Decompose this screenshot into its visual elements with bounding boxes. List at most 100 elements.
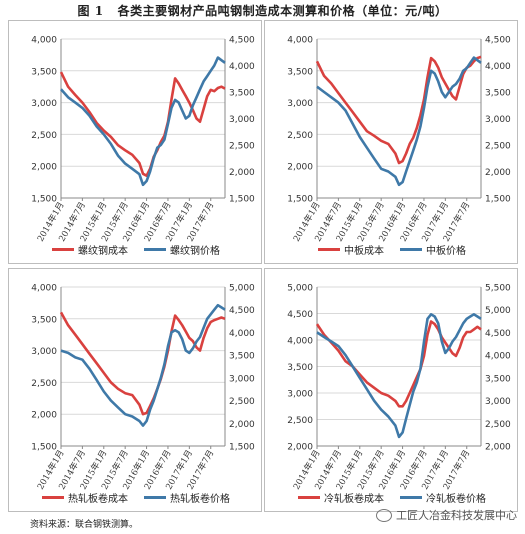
right-axis-tick-label: 4,500 <box>229 36 255 46</box>
legend-swatch-price <box>144 248 166 251</box>
left-axis-tick-label: 3,000 <box>287 99 313 109</box>
left-axis-tick-label: 2,500 <box>31 131 57 141</box>
series-line-price <box>60 56 226 187</box>
watermark: 工匠人冶金科技发展中心 <box>376 507 517 523</box>
chart-legend: 螺纹钢成本 螺纹钢价格 <box>9 242 263 257</box>
wechat-icon <box>376 508 392 522</box>
chart-legend: 冷轧板卷成本 冷轧板卷价格 <box>265 490 519 505</box>
figure-number: 图 1 <box>77 4 104 18</box>
right-axis-tick-label: 2,000 <box>485 168 511 178</box>
chart-legend: 中板成本 中板价格 <box>265 242 519 257</box>
series-line-price <box>316 56 482 187</box>
legend-label-cost: 冷轧板卷成本 <box>324 494 384 505</box>
chart-panel-medium-plate: 1,500 2,000 2,500 3,000 3,500 4,000 1,500 2,000… <box>264 20 518 264</box>
legend-swatch-cost <box>318 248 340 251</box>
chart-panel-cold-rolled: 2,000 2,500 3,000 3,500 4,000 4,500 5,000 2,000… <box>264 268 518 512</box>
legend-label-cost: 螺纹钢成本 <box>78 246 128 257</box>
legend-label-price: 冷轧板卷价格 <box>426 494 486 505</box>
left-axis-tick-label: 3,500 <box>287 67 313 77</box>
left-axis-tick-label: 2,000 <box>287 163 313 173</box>
right-axis-tick-label: 2,000 <box>229 420 255 430</box>
legend-swatch-cost <box>298 496 320 499</box>
legend-swatch-cost <box>42 496 64 499</box>
left-axis-tick-label: 2,500 <box>31 379 57 389</box>
legend-item-cost: 冷轧板卷成本 <box>298 490 384 505</box>
left-axis-tick-label: 4,000 <box>287 36 313 46</box>
right-axis-tick-label: 3,000 <box>229 374 255 384</box>
figure-title: 图 1 各类主要钢材产品吨钢制造成本测算和价格（单位：元/吨） <box>0 2 525 19</box>
right-axis-tick-label: 4,500 <box>485 329 511 339</box>
right-axis-tick-label: 5,000 <box>485 306 511 316</box>
chart-svg-hot-rolled: 1,500 2,000 2,500 3,000 3,500 4,000 1,500 2,000… <box>31 284 255 492</box>
left-axis-tick-label: 4,500 <box>287 310 313 320</box>
left-axis-tick-label: 3,000 <box>31 347 57 357</box>
left-axis-tick-label: 3,000 <box>287 390 313 400</box>
legend-swatch-price <box>400 496 422 499</box>
right-axis-tick-label: 2,500 <box>229 397 255 407</box>
figure-title-text: 各类主要钢材产品吨钢制造成本测算和价格（单位：元/吨） <box>117 4 448 18</box>
right-axis-tick-label: 1,500 <box>229 443 255 453</box>
right-axis-tick-label: 3,000 <box>485 115 511 125</box>
legend-item-price: 热轧板卷价格 <box>144 490 230 505</box>
right-axis-tick-label: 3,000 <box>485 397 511 407</box>
series-line-cost <box>59 71 226 177</box>
legend-item-price: 中板价格 <box>400 242 466 257</box>
left-axis-tick-label: 3,500 <box>287 363 313 373</box>
left-axis-tick-label: 1,500 <box>287 195 313 205</box>
legend-item-cost: 中板成本 <box>318 242 384 257</box>
left-axis-tick-label: 3,500 <box>31 315 57 325</box>
legend-swatch-cost <box>52 248 74 251</box>
right-axis-tick-label: 3,000 <box>229 115 255 125</box>
left-axis-tick-label: 5,000 <box>287 284 313 294</box>
left-axis-tick-label: 3,500 <box>31 67 57 77</box>
legend-label-price: 热轧板卷价格 <box>170 494 230 505</box>
series-line-cost <box>315 55 482 165</box>
watermark-text: 工匠人冶金科技发展中心 <box>396 509 517 522</box>
right-axis-tick-label: 3,500 <box>485 374 511 384</box>
left-axis-tick-label: 2,000 <box>287 443 313 453</box>
right-axis-tick-label: 4,000 <box>485 62 511 72</box>
legend-swatch-price <box>400 248 422 251</box>
right-axis-tick-label: 5,500 <box>485 284 511 294</box>
left-axis-tick-label: 1,500 <box>31 195 57 205</box>
legend-label-cost: 中板成本 <box>344 246 384 257</box>
chart-panel-hot-rolled: 1,500 2,000 2,500 3,000 3,500 4,000 1,500 2,000… <box>8 268 262 512</box>
legend-label-price: 中板价格 <box>426 246 466 257</box>
legend-label-cost: 热轧板卷成本 <box>68 494 128 505</box>
right-axis-tick-label: 1,500 <box>229 195 255 205</box>
right-axis-tick-label: 2,500 <box>229 142 255 152</box>
right-axis-tick-label: 1,500 <box>485 195 511 205</box>
right-axis-tick-label: 5,000 <box>229 284 255 294</box>
right-axis-tick-label: 4,000 <box>229 329 255 339</box>
right-axis-tick-label: 2,000 <box>229 168 255 178</box>
chart-svg-medium-plate: 1,500 2,000 2,500 3,000 3,500 4,000 1,500 2,000… <box>287 36 511 244</box>
chart-panel-rebar: 1,500 2,000 2,500 3,000 3,500 4,000 1,500 2,000… <box>8 20 262 264</box>
legend-item-cost: 螺纹钢成本 <box>52 242 128 257</box>
legend-item-price: 冷轧板卷价格 <box>400 490 486 505</box>
left-axis-tick-label: 1,500 <box>31 443 57 453</box>
right-axis-tick-label: 4,000 <box>229 62 255 72</box>
right-axis-tick-label: 4,500 <box>229 306 255 316</box>
right-axis-tick-label: 2,500 <box>485 420 511 430</box>
right-axis-tick-label: 2,500 <box>485 142 511 152</box>
left-axis-tick-label: 4,000 <box>31 36 57 46</box>
right-axis-tick-label: 3,500 <box>229 352 255 362</box>
chart-svg-cold-rolled: 2,000 2,500 3,000 3,500 4,000 4,500 5,000 2,000… <box>287 284 511 492</box>
chart-legend: 热轧板卷成本 热轧板卷价格 <box>9 490 263 505</box>
left-axis-tick-label: 2,000 <box>31 411 57 421</box>
right-axis-tick-label: 4,000 <box>485 352 511 362</box>
legend-label-price: 螺纹钢价格 <box>170 246 220 257</box>
series-line-price <box>60 303 226 427</box>
legend-item-cost: 热轧板卷成本 <box>42 490 128 505</box>
right-axis-tick-label: 4,500 <box>485 36 511 46</box>
legend-swatch-price <box>144 496 166 499</box>
chart-svg-rebar: 1,500 2,000 2,500 3,000 3,500 4,000 1,500 2,000… <box>31 36 255 244</box>
legend-item-price: 螺纹钢价格 <box>144 242 220 257</box>
series-line-price <box>316 313 482 439</box>
left-axis-tick-label: 2,000 <box>31 163 57 173</box>
left-axis-tick-label: 3,000 <box>31 99 57 109</box>
source-note: 资料来源：联合钢铁测算。 <box>30 520 139 530</box>
right-axis-tick-label: 3,500 <box>485 89 511 99</box>
right-axis-tick-label: 3,500 <box>229 89 255 99</box>
left-axis-tick-label: 2,500 <box>287 131 313 141</box>
